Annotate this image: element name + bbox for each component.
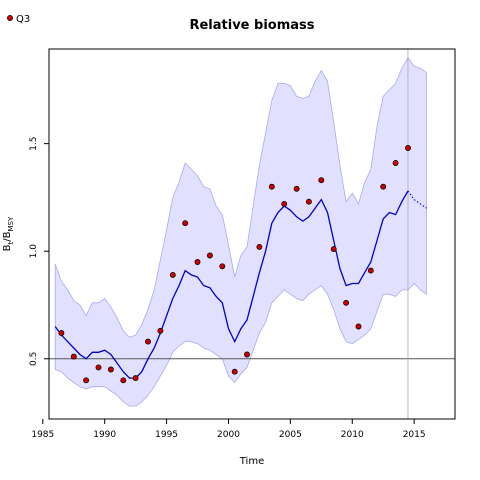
x-tick-label: 1995 xyxy=(155,430,178,440)
median-line xyxy=(54,190,409,379)
data-point xyxy=(380,183,387,190)
data-point xyxy=(405,145,411,151)
data-point xyxy=(169,271,176,278)
data-point xyxy=(145,338,151,345)
confidence-band xyxy=(54,56,427,407)
legend-label: Q3 xyxy=(16,14,30,25)
data-point xyxy=(392,160,399,166)
data-point xyxy=(83,377,90,384)
y-tick-label: 1.0 xyxy=(29,244,39,259)
data-point xyxy=(318,177,325,184)
legend-marker xyxy=(7,15,13,21)
x-tick-label: 2000 xyxy=(217,430,240,440)
data-point xyxy=(70,353,77,360)
data-point xyxy=(206,252,213,259)
data-point xyxy=(182,220,189,227)
legend: Q3 xyxy=(7,14,30,25)
data-point xyxy=(157,327,164,334)
y-axis-label: Bt/BMSY xyxy=(2,216,15,251)
data-point xyxy=(355,323,362,330)
data-point xyxy=(293,185,300,192)
y-axis-label-sub2: MSY xyxy=(7,216,15,231)
x-tick-label: 2005 xyxy=(279,430,302,440)
data-point xyxy=(256,243,263,250)
x-tick-label: 1990 xyxy=(93,430,116,440)
y-tick-label: 0.5 xyxy=(29,352,39,366)
data-point xyxy=(58,330,65,336)
data-point xyxy=(268,183,275,190)
data-point xyxy=(95,364,102,371)
plot-frame xyxy=(48,48,456,420)
y-axis-label-mid: /B xyxy=(2,231,13,241)
data-point xyxy=(107,366,114,373)
plot-area: 1985 1990 1995 2000 2005 2010 2015 0.5 1.0 1.5 xyxy=(29,48,456,440)
x-axis-label: Time xyxy=(239,456,264,467)
data-point xyxy=(367,267,374,274)
data-point xyxy=(343,299,350,306)
data-point xyxy=(231,368,238,375)
data-point xyxy=(132,375,139,382)
x-tick-label: 1985 xyxy=(31,430,54,440)
projection-line xyxy=(407,190,427,209)
y-axis-label-base: B xyxy=(2,244,13,251)
data-point xyxy=(330,246,337,253)
y-tick-label: 1.5 xyxy=(29,136,39,150)
data-point xyxy=(194,259,201,265)
x-tick-label: 2010 xyxy=(341,430,364,440)
x-tick-label: 2015 xyxy=(403,430,426,440)
data-point xyxy=(305,198,312,205)
y-axis-label-sub1: t xyxy=(7,241,15,244)
data-point xyxy=(281,200,288,207)
data-point xyxy=(219,263,226,270)
chart-title: Relative biomass xyxy=(189,18,314,33)
data-point xyxy=(244,351,250,358)
data-point xyxy=(120,377,127,384)
